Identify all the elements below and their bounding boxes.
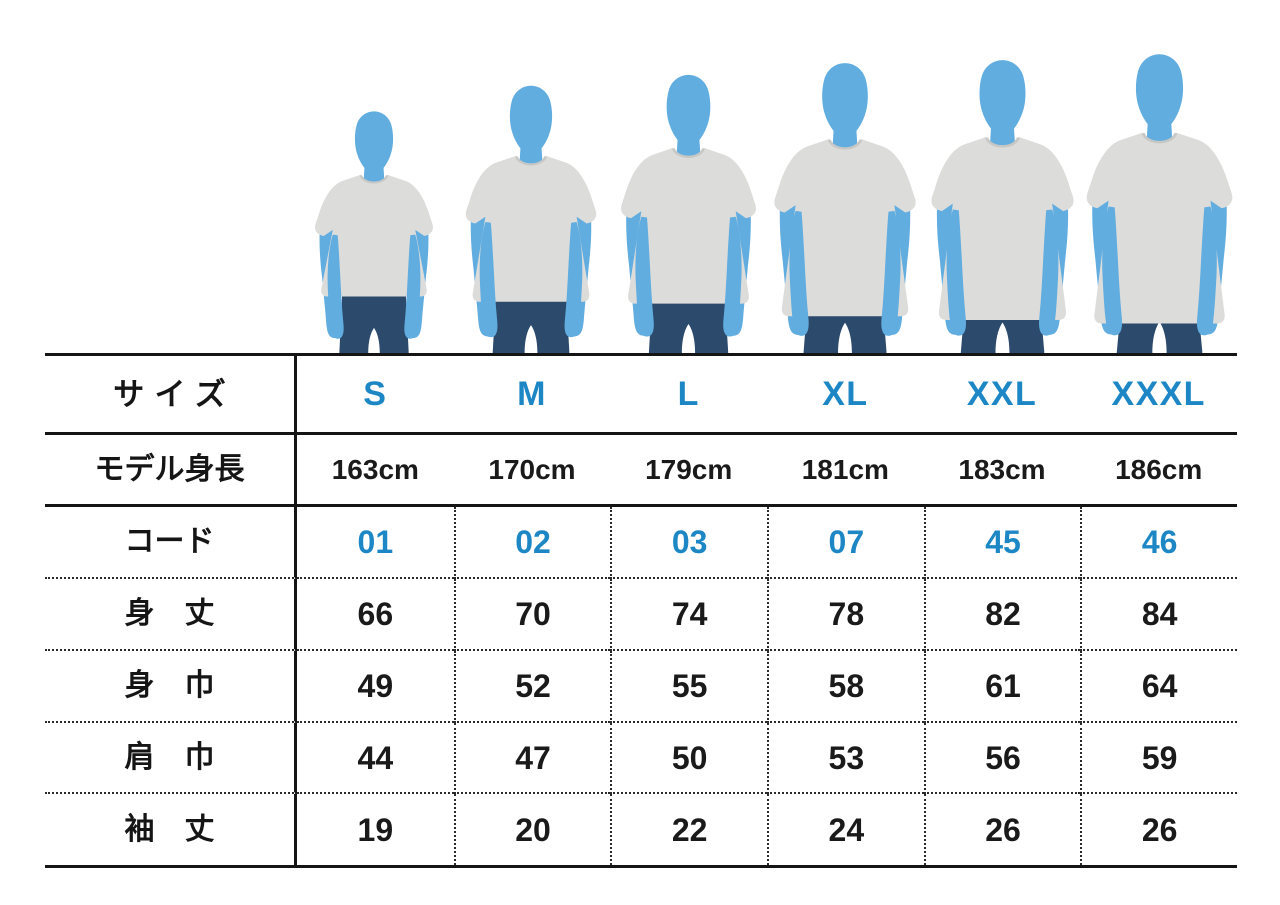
cell-r4-c4: 56 <box>923 723 1081 794</box>
right-forearm-silhouette <box>1196 206 1217 336</box>
collar-line <box>1141 132 1177 144</box>
cell-r2-c4: 82 <box>923 579 1081 651</box>
collar-line <box>671 148 705 158</box>
neck-silhouette <box>675 130 701 162</box>
cell-r1-c1: 02 <box>453 507 611 579</box>
cell-r2-c2: 74 <box>610 579 767 651</box>
neck-silhouette <box>1145 113 1173 148</box>
cell-r1-c3: 07 <box>767 507 924 579</box>
cell-r0-c0: 163cm <box>297 435 454 507</box>
cell-r5-c2: 22 <box>610 794 767 865</box>
left-forearm-silhouette <box>789 210 809 336</box>
cell-r1-c4: 45 <box>923 507 1081 579</box>
cell-r4-c3: 53 <box>767 723 924 794</box>
t-shirt <box>465 155 597 302</box>
cell-r2-c5: 84 <box>1080 579 1237 651</box>
head-silhouette <box>509 85 553 153</box>
size-table: サイズ S M L XL XXL XXXL モデル身長 163cm 170cm 179cm 181c… <box>45 353 1237 868</box>
cell-r0-c3: 181cm <box>767 435 924 507</box>
t-shirt <box>930 136 1074 320</box>
cell-r3-c0: 49 <box>297 651 454 723</box>
cell-r0-c1: 170cm <box>453 435 611 507</box>
right-forearm-silhouette <box>1038 209 1058 336</box>
cell-r3-c3: 58 <box>767 651 924 723</box>
row-label-2: 身 丈 <box>45 579 297 651</box>
left-forearm-silhouette <box>327 234 344 339</box>
model-figure-M <box>465 85 597 353</box>
cell-r5-c4: 26 <box>923 794 1081 865</box>
cell-r0-c2: 179cm <box>610 435 767 507</box>
cell-r3-c2: 55 <box>610 651 767 723</box>
t-shirt <box>774 139 916 317</box>
model-figure-L <box>620 74 756 353</box>
collar-line <box>359 174 389 184</box>
model-figure-XL <box>774 63 916 353</box>
row-label-3: 身 巾 <box>45 651 297 723</box>
cell-r5-c3: 24 <box>767 794 924 865</box>
jeans <box>492 288 570 353</box>
cell-r1-c5: 46 <box>1080 507 1237 579</box>
collar-line <box>827 139 863 150</box>
cell-r3-c4: 61 <box>923 651 1081 723</box>
model-figure-XXXL <box>1086 54 1232 353</box>
column-header-XL: XL <box>767 356 924 435</box>
row-label-4: 肩 巾 <box>45 723 297 794</box>
cell-r5-c0: 19 <box>357 811 394 848</box>
cell-r4-c0: 44 <box>297 723 454 794</box>
cell-r1-c2: 03 <box>610 507 767 579</box>
cell-r3-c5: 64 <box>1080 651 1237 723</box>
left-forearm-silhouette <box>634 216 654 337</box>
column-header-XXXL: XXXL <box>1080 356 1237 435</box>
row-label-0: モデル身長 <box>45 435 297 507</box>
cell-r1-c0: 01 <box>297 507 454 579</box>
jeans <box>648 289 728 353</box>
cell-r5-c5: 26 <box>1080 794 1237 865</box>
right-forearm-silhouette <box>404 234 421 339</box>
column-header-S: S <box>297 356 454 435</box>
head-silhouette <box>354 111 394 172</box>
right-forearm-silhouette <box>881 210 901 336</box>
collar-line <box>984 137 1020 148</box>
cell-r2-c1: 70 <box>453 579 611 651</box>
head-silhouette <box>822 63 868 135</box>
right-forearm-silhouette <box>564 222 583 338</box>
column-header-M: M <box>453 356 611 435</box>
column-header-XXL: XXL <box>923 356 1081 435</box>
jeans <box>339 284 409 353</box>
head-silhouette <box>1135 54 1183 129</box>
cell-r0-c4: 183cm <box>923 435 1081 507</box>
collar-line <box>515 156 547 166</box>
column-header-L: L <box>610 356 767 435</box>
cell-r2-c0: 66 <box>297 579 454 651</box>
model-figure-S <box>315 111 433 353</box>
cell-r4-c5: 59 <box>1080 723 1237 794</box>
cell-r0-c5: 186cm <box>1080 435 1237 507</box>
head-silhouette <box>666 74 710 144</box>
left-forearm-silhouette <box>1101 206 1122 336</box>
table-corner-label: サイズ <box>45 356 297 435</box>
t-shirt <box>1086 132 1232 324</box>
row-label-5: 袖 丈 <box>45 794 297 865</box>
cell-r3-c1: 52 <box>453 651 611 723</box>
t-shirt <box>315 174 433 297</box>
cell-r2-c3: 78 <box>767 579 924 651</box>
cell-r4-c2: 50 <box>610 723 767 794</box>
left-forearm-silhouette <box>946 209 966 336</box>
t-shirt <box>620 147 756 304</box>
right-forearm-silhouette <box>722 216 742 337</box>
head-silhouette <box>979 60 1025 133</box>
cell-r5-c1: 20 <box>453 794 611 865</box>
cell-r4-c1: 47 <box>453 723 611 794</box>
neck-silhouette <box>363 159 385 187</box>
row-label-1: コード <box>45 507 297 579</box>
left-forearm-silhouette <box>479 222 498 338</box>
model-figure-XXL <box>930 60 1074 353</box>
